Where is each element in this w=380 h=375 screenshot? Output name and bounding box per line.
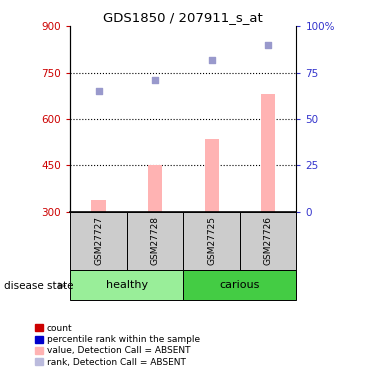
Text: healthy: healthy [106, 280, 148, 290]
Point [209, 57, 215, 63]
Bar [184, 212, 240, 270]
Bar [92, 200, 106, 212]
Bar [70, 212, 127, 270]
Bar [261, 94, 275, 212]
Text: GSM27728: GSM27728 [150, 216, 160, 266]
Bar [148, 165, 162, 212]
Text: GSM27726: GSM27726 [264, 216, 272, 266]
Title: GDS1850 / 207911_s_at: GDS1850 / 207911_s_at [103, 11, 263, 24]
Legend: count, percentile rank within the sample, value, Detection Call = ABSENT, rank, : count, percentile rank within the sample… [35, 324, 200, 367]
Text: GSM27725: GSM27725 [207, 216, 216, 266]
Text: GSM27727: GSM27727 [94, 216, 103, 266]
Point [152, 77, 158, 83]
Bar [127, 212, 184, 270]
Bar [184, 270, 296, 300]
Text: carious: carious [220, 280, 260, 290]
Point [95, 88, 101, 94]
Point [265, 42, 271, 48]
Bar [70, 270, 184, 300]
Text: disease state: disease state [4, 281, 73, 291]
Bar [204, 139, 218, 212]
Bar [240, 212, 296, 270]
